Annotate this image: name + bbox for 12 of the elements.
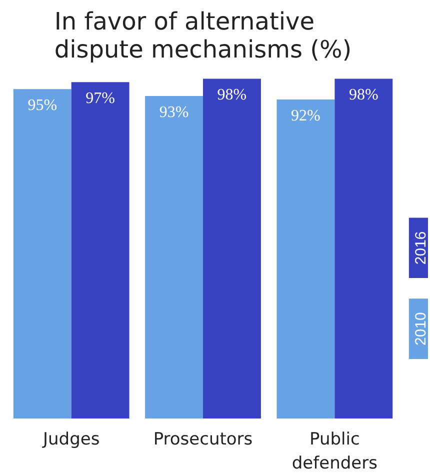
text: 2010 [412,312,430,346]
x-tick-label: Public defenders [292,430,378,474]
data-label: 92% [291,108,320,124]
data-label: 93% [159,104,189,122]
data-label: 95% [28,97,58,114]
x-tick-label: Judges [42,430,100,450]
data-label: 98% [217,86,247,104]
data-label: 98% [348,86,378,104]
data-label: 97% [86,90,115,108]
chart-title: In favor of alternative dispute mechanisms (%) [54,8,352,64]
text: 2016 [412,231,430,265]
x-tick-label: Prosecutors [153,430,253,450]
